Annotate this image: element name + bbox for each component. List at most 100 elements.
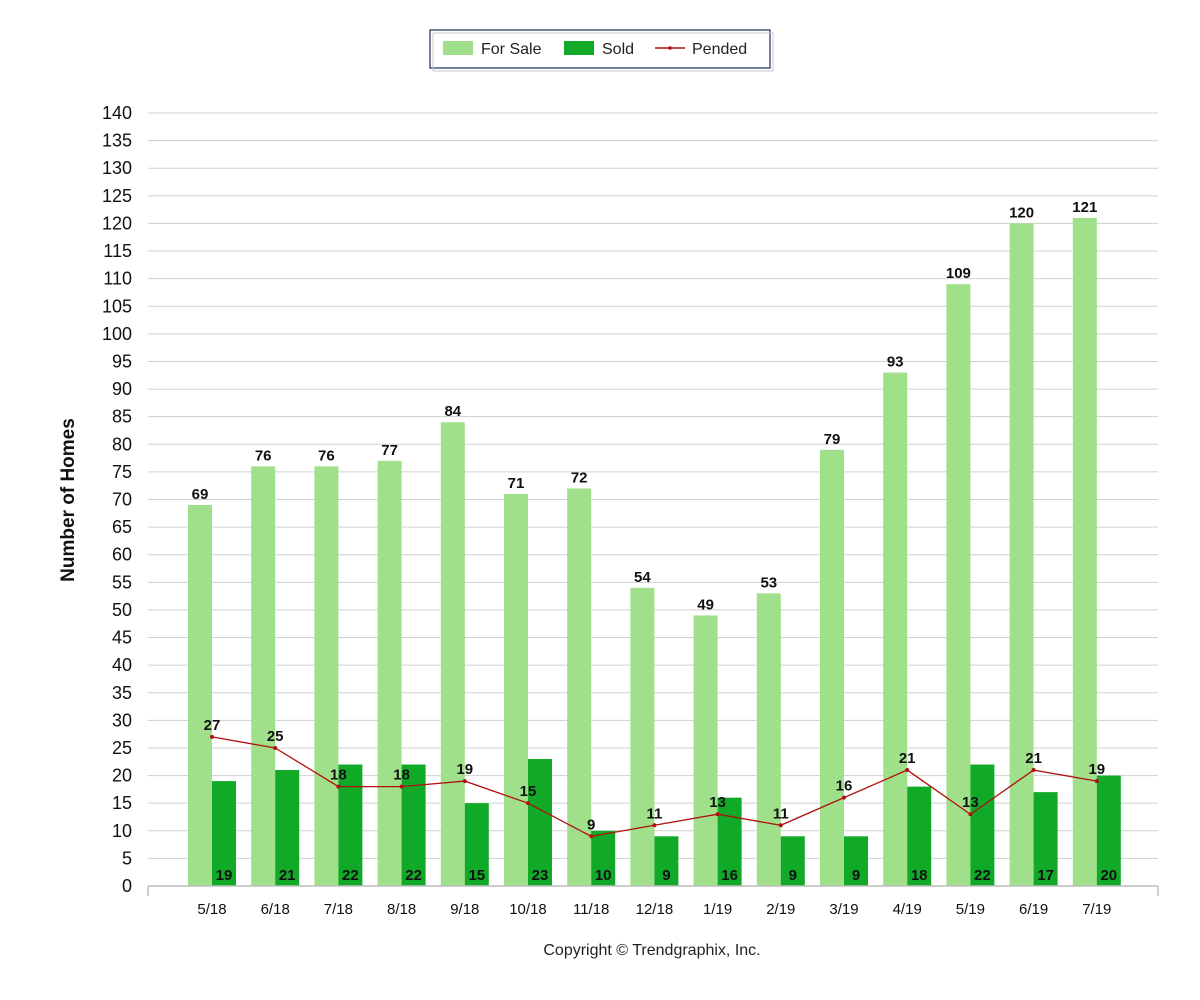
label-sold: 22	[342, 867, 359, 884]
x-tick-label: 4/19	[893, 901, 922, 918]
bar-sold	[717, 797, 742, 886]
pended-point	[1031, 768, 1036, 773]
label-for-sale: 84	[444, 403, 461, 420]
bar-for-sale	[251, 466, 276, 886]
bar-sold	[907, 786, 932, 886]
bar-for-sale	[314, 466, 339, 886]
bar-for-sale	[756, 593, 781, 886]
y-tick-label: 85	[112, 407, 132, 427]
pended-point	[905, 768, 910, 773]
label-pended: 16	[836, 778, 853, 795]
legend-box	[429, 29, 771, 69]
bar-for-sale	[1009, 223, 1034, 886]
y-tick-label: 115	[103, 241, 132, 261]
x-tick-label: 1/19	[703, 901, 732, 918]
label-sold: 23	[532, 867, 549, 884]
bar-sold	[591, 830, 616, 886]
x-tick-label: 6/19	[1019, 901, 1048, 918]
pended-point	[589, 834, 594, 839]
pended-point	[778, 823, 783, 828]
y-tick-label: 60	[112, 545, 132, 565]
bar-for-sale	[188, 505, 212, 886]
label-pended: 25	[267, 728, 284, 745]
y-tick-label: 35	[112, 683, 132, 703]
pended-point	[273, 745, 278, 750]
bar-for-sale	[567, 488, 592, 886]
pended-line	[210, 734, 1099, 839]
label-for-sale: 76	[255, 447, 272, 464]
legend: For Sale Sold Pended	[429, 29, 774, 72]
pended-point	[715, 812, 720, 817]
data-labels: 69 19 76 21 76 22 77 22 84 15 71 23 72 10 54 9 49 16 53 9 79…	[192, 199, 1117, 884]
pended-point	[399, 784, 404, 789]
label-pended: 19	[1088, 761, 1105, 778]
bar-for-sale	[504, 493, 528, 886]
label-sold: 16	[721, 867, 738, 884]
bar-sold	[1096, 775, 1121, 886]
label-sold: 21	[279, 867, 296, 884]
y-tick-label: 25	[112, 738, 132, 758]
y-tick-label: 65	[112, 517, 132, 537]
pended-point	[210, 734, 214, 739]
y-tick-label: 90	[112, 379, 132, 399]
label-sold: 10	[595, 867, 612, 884]
label-for-sale: 93	[887, 354, 904, 371]
pended-point	[968, 812, 973, 817]
y-tick-label: 100	[102, 324, 132, 344]
label-for-sale: 76	[318, 447, 335, 464]
bar-for-sale	[377, 460, 402, 886]
label-pended: 11	[773, 805, 789, 822]
label-for-sale: 109	[946, 265, 971, 282]
label-pended: 15	[520, 783, 537, 800]
y-tick-label: 70	[112, 490, 132, 510]
legend-swatch-for-sale	[443, 41, 473, 55]
x-tick-label: 7/18	[324, 901, 353, 918]
label-for-sale: 49	[697, 596, 714, 613]
label-pended: 18	[393, 767, 410, 784]
y-tick-label: 135	[102, 131, 132, 151]
bar-sold	[970, 764, 995, 886]
label-pended: 21	[1025, 750, 1042, 767]
y-tick-label: 0	[122, 876, 132, 896]
bar-sold	[780, 836, 805, 886]
label-sold: 22	[405, 867, 422, 884]
bar-for-sale	[1072, 217, 1097, 886]
label-sold: 15	[468, 867, 485, 884]
bar-sold	[654, 836, 679, 886]
label-sold: 18	[911, 867, 928, 884]
pended-point	[336, 784, 341, 789]
label-sold: 9	[789, 867, 797, 884]
label-for-sale: 72	[571, 469, 588, 486]
x-tick-label: 11/18	[573, 901, 609, 918]
bar-sold	[1033, 792, 1058, 886]
y-tick-label: 55	[112, 572, 132, 592]
label-for-sale: 120	[1009, 204, 1034, 221]
label-sold: 9	[852, 867, 860, 884]
y-tick-label: 45	[112, 628, 132, 648]
label-for-sale: 53	[760, 574, 777, 591]
y-tick-label: 10	[112, 821, 132, 841]
x-tick-label: 12/18	[636, 901, 674, 918]
y-tick-label: 140	[102, 103, 132, 123]
label-for-sale: 79	[824, 431, 841, 448]
label-sold: 22	[974, 867, 991, 884]
label-pended: 21	[899, 750, 916, 767]
label-pended: 13	[709, 794, 726, 811]
x-tick-label: 3/19	[829, 901, 858, 918]
label-sold: 19	[216, 867, 233, 884]
x-tick-label: 10/18	[509, 901, 547, 918]
bar-for-sale	[440, 422, 465, 886]
label-for-sale: 77	[381, 442, 398, 459]
bar-for-sale	[883, 372, 908, 886]
x-tick-label: 8/18	[387, 901, 416, 918]
y-tick-label: 95	[112, 351, 132, 371]
y-tick-label: 80	[112, 434, 132, 454]
axes: 0 5 10 15 20 25 30 35 40 45 50 55 60 65 70 75 80 85 90 95 10…	[102, 103, 1159, 918]
legend-label-pended: Pended	[692, 41, 747, 58]
legend-marker-pended	[668, 46, 672, 50]
y-tick-label: 130	[102, 158, 132, 178]
pended-point	[842, 795, 846, 800]
label-for-sale: 69	[192, 486, 209, 503]
x-tick-label: 2/19	[766, 901, 795, 918]
bar-sold	[844, 836, 868, 886]
